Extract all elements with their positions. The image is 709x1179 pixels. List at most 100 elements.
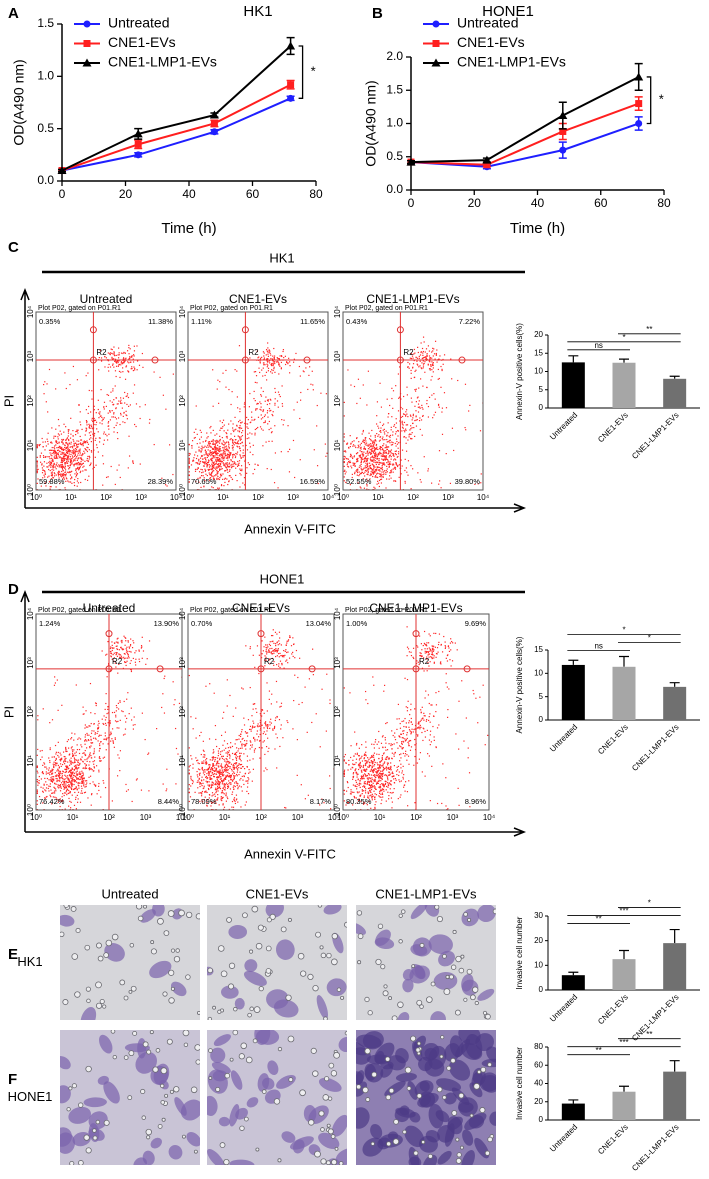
y-tick-label: 10² [26, 395, 35, 407]
x-tick-label: 60 [246, 187, 260, 201]
event-dot [215, 450, 217, 452]
event-dot [234, 369, 236, 371]
event-dot [92, 753, 95, 755]
event-dot [421, 347, 424, 350]
event-dot [88, 756, 90, 758]
event-dot [57, 446, 60, 449]
event-dot [131, 355, 133, 357]
event-dot [224, 731, 227, 733]
event-dot [46, 462, 48, 464]
y-tick-label: 10⁴ [178, 305, 187, 318]
event-dot [214, 447, 217, 449]
event-dot [44, 381, 46, 383]
event-dot [55, 751, 58, 753]
event-dot [287, 651, 289, 653]
quadrant-label: 8.44% [158, 797, 180, 806]
event-dot [70, 772, 73, 774]
event-dot [82, 452, 84, 455]
event-dot [196, 455, 199, 457]
event-dot [212, 464, 214, 467]
event-dot [267, 724, 269, 726]
event-dot [228, 463, 230, 465]
event-dot [76, 450, 78, 453]
event-dot [123, 656, 125, 658]
event-dot [429, 358, 431, 360]
event-dot [86, 450, 89, 453]
event-dot [197, 462, 199, 464]
event-dot [70, 460, 73, 462]
event-dot [65, 439, 67, 442]
event-dot [237, 464, 239, 466]
event-dot [72, 450, 74, 452]
marker [210, 128, 218, 136]
event-dot [234, 429, 236, 431]
event-dot [71, 773, 74, 775]
event-dot [109, 669, 112, 671]
event-dot [386, 434, 388, 436]
event-dot [217, 793, 219, 796]
event-dot [40, 758, 42, 761]
event-dot [382, 474, 384, 476]
event-dot [359, 456, 361, 458]
event-dot [221, 780, 223, 783]
event-dot [212, 475, 214, 477]
event-dot [66, 454, 68, 457]
event-dot [59, 786, 61, 788]
event-dot [72, 365, 75, 368]
event-dot [401, 426, 404, 428]
event-dot [115, 418, 118, 420]
event-dot [259, 362, 261, 364]
event-dot [77, 452, 79, 454]
event-dot [76, 468, 78, 470]
event-dot [217, 770, 219, 772]
event-dot [256, 408, 258, 410]
event-dot [64, 454, 67, 456]
event-dot [266, 726, 268, 728]
event-dot [239, 455, 242, 457]
event-dot [120, 352, 123, 354]
event-dot [120, 397, 122, 399]
event-dot [85, 710, 87, 712]
event-dot [77, 454, 79, 456]
event-dot [385, 458, 387, 460]
event-dot [200, 792, 203, 794]
event-dot [217, 797, 219, 799]
event-dot [279, 706, 281, 708]
event-dot [41, 771, 44, 773]
event-dot [268, 360, 270, 362]
event-dot [203, 762, 205, 764]
event-dot [316, 425, 318, 427]
event-dot [273, 482, 276, 484]
event-dot [79, 450, 81, 452]
event-dot [345, 457, 347, 460]
event-dot [123, 653, 125, 655]
event-dot [54, 744, 57, 747]
y-tick-label: 0.5 [386, 149, 403, 163]
event-dot [372, 471, 375, 473]
event-dot [225, 449, 228, 451]
x-tick-label: 10⁴ [322, 493, 335, 502]
event-dot [224, 787, 226, 789]
event-dot [75, 434, 77, 436]
event-dot [426, 353, 428, 355]
event-dot [383, 431, 385, 433]
event-dot [233, 753, 236, 755]
event-dot [71, 457, 73, 460]
event-dot [106, 653, 108, 655]
event-dot [480, 482, 482, 484]
event-dot [37, 748, 39, 751]
event-dot [51, 719, 54, 721]
event-dot [231, 806, 233, 808]
event-dot [235, 474, 237, 477]
event-dot [389, 450, 391, 452]
event-dot [422, 408, 424, 410]
event-dot [367, 471, 369, 474]
event-dot [207, 787, 210, 790]
event-dot [220, 734, 223, 737]
y-tick-label: 10⁰ [26, 484, 35, 496]
event-dot [373, 464, 375, 467]
event-dot [403, 413, 405, 416]
event-dot [110, 731, 112, 733]
event-dot [380, 482, 383, 484]
event-dot [371, 447, 373, 449]
